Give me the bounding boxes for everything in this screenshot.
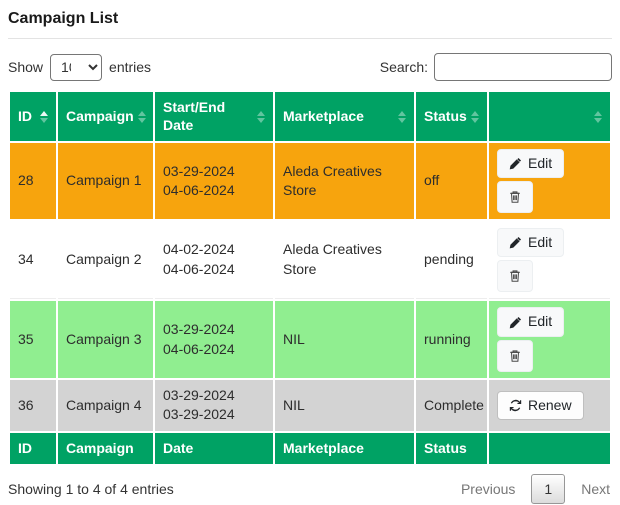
- end-date: 04-06-2024: [163, 182, 235, 199]
- cell-actions: Renew: [489, 379, 610, 431]
- edit-button-label: Edit: [528, 233, 553, 250]
- start-date: 04-02-2024: [163, 241, 235, 258]
- pencil-icon: [509, 236, 522, 249]
- table-header-row: ID Campaign Start/End Date Marketplace S…: [10, 92, 610, 141]
- footer-actions: [489, 432, 610, 464]
- cell-marketplace: Aleda Creatives Store: [275, 221, 414, 300]
- cell-marketplace: Aleda Creatives Store: [275, 143, 414, 220]
- footer-campaign: Campaign: [58, 432, 153, 464]
- cell-date: 04-02-2024 04-06-2024: [155, 221, 273, 300]
- edit-button[interactable]: Edit: [497, 227, 565, 258]
- edit-button-label: Edit: [528, 155, 553, 171]
- cell-marketplace: NIL: [275, 301, 414, 378]
- showing-entries-info: Showing 1 to 4 of 4 entries: [8, 480, 174, 497]
- footer-marketplace: Marketplace: [275, 432, 414, 464]
- cell-status: pending: [416, 221, 487, 300]
- header-status-label: Status: [424, 107, 467, 124]
- header-campaign[interactable]: Campaign: [58, 92, 153, 141]
- campaign-table: ID Campaign Start/End Date Marketplace S…: [8, 90, 612, 466]
- cell-status: running: [416, 301, 487, 378]
- start-date: 03-29-2024: [163, 320, 235, 337]
- page-length-control: Show 10 entries: [8, 53, 152, 81]
- pagination: Previous 1 Next: [459, 473, 612, 504]
- header-date[interactable]: Start/End Date: [155, 92, 273, 141]
- cell-status: Complete: [416, 379, 487, 431]
- end-date: 04-06-2024: [163, 340, 235, 357]
- entries-label: entries: [109, 59, 152, 75]
- header-id[interactable]: ID: [10, 92, 56, 141]
- delete-button[interactable]: [497, 260, 533, 293]
- cell-campaign: Campaign 3: [58, 301, 153, 378]
- cell-id: 36: [10, 379, 56, 431]
- edit-button-label: Edit: [528, 313, 553, 330]
- pencil-icon: [509, 316, 522, 329]
- sort-both-icon: [398, 110, 406, 123]
- footer-date: Date: [155, 432, 273, 464]
- table-controls: Show 10 entries Search:: [8, 53, 612, 81]
- entries-select[interactable]: 10: [50, 53, 103, 81]
- sort-asc-icon: [40, 110, 48, 123]
- header-marketplace-label: Marketplace: [283, 107, 364, 124]
- table-footer-row: ID Campaign Date Marketplace Status: [10, 432, 610, 464]
- cell-date: 03-29-2024 03-29-2024: [155, 379, 273, 431]
- cell-actions: Edit: [489, 301, 610, 378]
- edit-button[interactable]: Edit: [497, 149, 565, 179]
- edit-button[interactable]: Edit: [497, 307, 565, 337]
- sort-both-icon: [137, 110, 146, 123]
- cell-campaign: Campaign 4: [58, 379, 153, 431]
- cell-campaign: Campaign 2: [58, 221, 153, 300]
- search-input[interactable]: [434, 53, 612, 81]
- renew-button[interactable]: Renew: [497, 390, 584, 421]
- show-label: Show: [8, 59, 44, 75]
- cell-id: 28: [10, 143, 56, 220]
- page-number-button[interactable]: 1: [531, 473, 566, 504]
- cell-actions: Edit: [489, 143, 610, 220]
- sort-both-icon: [471, 110, 479, 123]
- header-marketplace[interactable]: Marketplace: [275, 92, 414, 141]
- sort-both-icon: [594, 110, 602, 123]
- header-status[interactable]: Status: [416, 92, 487, 141]
- table-info-bar: Showing 1 to 4 of 4 entries Previous 1 N…: [8, 473, 612, 504]
- start-date: 03-29-2024: [163, 386, 235, 403]
- trash-icon: [508, 190, 522, 204]
- pencil-icon: [509, 157, 522, 170]
- renew-button-label: Renew: [528, 396, 572, 413]
- footer-id: ID: [10, 432, 56, 464]
- footer-status: Status: [416, 432, 487, 464]
- cell-id: 34: [10, 221, 56, 300]
- cell-date: 03-29-2024 04-06-2024: [155, 143, 273, 220]
- page-title: Campaign List: [8, 10, 119, 27]
- previous-page-button[interactable]: Previous: [460, 480, 516, 497]
- header-id-label: ID: [18, 107, 32, 124]
- cell-status: off: [416, 143, 487, 220]
- cell-actions: Edit: [489, 221, 610, 300]
- table-row: 34 Campaign 2 04-02-2024 04-06-2024 Aled…: [10, 221, 610, 300]
- table-row: 36 Campaign 4 03-29-2024 03-29-2024 NIL …: [10, 379, 610, 431]
- table-row: 35 Campaign 3 03-29-2024 04-06-2024 NIL …: [10, 301, 610, 378]
- cell-date: 03-29-2024 04-06-2024: [155, 301, 273, 378]
- table-row: 28 Campaign 1 03-29-2024 04-06-2024 Aled…: [10, 143, 610, 220]
- search-control: Search:: [380, 53, 612, 81]
- header-actions[interactable]: [489, 92, 610, 141]
- title-divider: [8, 38, 612, 39]
- sort-both-icon: [257, 110, 265, 123]
- cell-id: 35: [10, 301, 56, 378]
- cell-campaign: Campaign 1: [58, 143, 153, 220]
- cell-marketplace: NIL: [275, 379, 414, 431]
- next-page-button[interactable]: Next: [581, 480, 610, 497]
- trash-icon: [508, 269, 522, 283]
- delete-button[interactable]: [497, 339, 533, 372]
- end-date: 03-29-2024: [163, 406, 235, 423]
- search-label: Search:: [379, 59, 428, 75]
- header-campaign-label: Campaign: [66, 107, 134, 124]
- header-date-label: Start/End Date: [163, 99, 226, 133]
- trash-icon: [508, 349, 522, 363]
- refresh-icon: [509, 399, 522, 412]
- end-date: 04-06-2024: [163, 260, 235, 277]
- delete-button[interactable]: [497, 181, 533, 214]
- start-date: 03-29-2024: [163, 162, 235, 179]
